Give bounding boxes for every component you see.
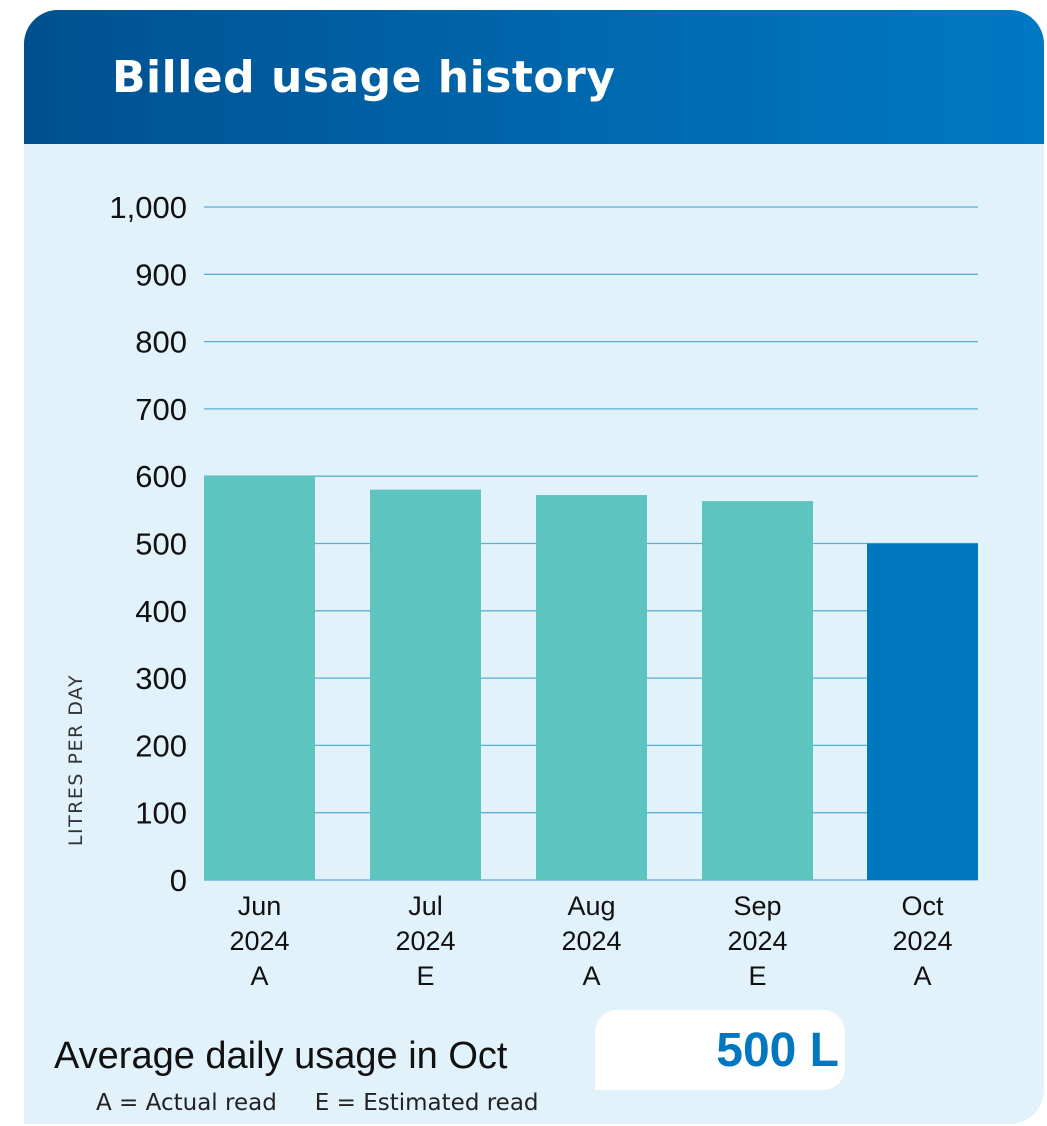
category-month-label: Aug xyxy=(567,891,615,921)
category-year-label: 2024 xyxy=(395,926,455,956)
category-year-label: 2024 xyxy=(727,926,787,956)
category-year-label: 2024 xyxy=(561,926,621,956)
card-header: Billed usage history xyxy=(24,10,1044,144)
y-tick-label: 100 xyxy=(135,796,187,831)
bar-aug xyxy=(536,495,647,880)
summary-value: 500 L xyxy=(716,1024,839,1077)
bar-jul xyxy=(370,489,481,880)
y-axis-ticks: 0 100 200 300 400 500 600 700 800 900 1,000 xyxy=(109,190,187,898)
bar-sep xyxy=(702,501,813,880)
category-read-type-label: A xyxy=(582,961,600,991)
category-month-label: Sep xyxy=(733,891,781,921)
category-read-type-label: E xyxy=(748,961,766,991)
y-tick-label: 200 xyxy=(135,728,187,763)
summary-value-box: 500 L xyxy=(595,1010,845,1090)
y-tick-label: 800 xyxy=(135,325,187,360)
category-month-label: Oct xyxy=(901,891,944,921)
chart-title: Billed usage history xyxy=(112,52,616,103)
y-tick-label: 900 xyxy=(135,257,187,292)
bar-jun xyxy=(204,476,315,880)
legend-estimated-read: E = Estimated read xyxy=(314,1090,539,1116)
summary-label: Average daily usage in Oct xyxy=(54,1035,508,1077)
category-read-type-label: E xyxy=(416,961,434,991)
y-tick-label: 600 xyxy=(135,459,187,494)
x-axis-categories: Jun 2024 A Jul 2024 E Aug 2024 A Sep 2024 E Oct 2024 A xyxy=(229,891,952,991)
read-type-legend: A = Actual read E = Estimated read xyxy=(96,1088,539,1118)
legend-actual-read: A = Actual read xyxy=(96,1090,277,1116)
y-tick-label: 700 xyxy=(135,392,187,427)
category-month-label: Jun xyxy=(238,891,282,921)
y-tick-label: 0 xyxy=(170,863,187,898)
bars xyxy=(204,476,978,880)
category-month-label: Jul xyxy=(408,891,443,921)
category-year-label: 2024 xyxy=(892,926,952,956)
category-read-type-label: A xyxy=(250,961,268,991)
y-tick-label: 300 xyxy=(135,661,187,696)
y-tick-label: 1,000 xyxy=(109,190,187,225)
category-year-label: 2024 xyxy=(229,926,289,956)
y-tick-label: 400 xyxy=(135,594,187,629)
category-read-type-label: A xyxy=(913,961,931,991)
bar-oct xyxy=(867,543,978,880)
y-axis-title: LITRES PER DAY xyxy=(65,674,87,846)
y-tick-label: 500 xyxy=(135,527,187,562)
